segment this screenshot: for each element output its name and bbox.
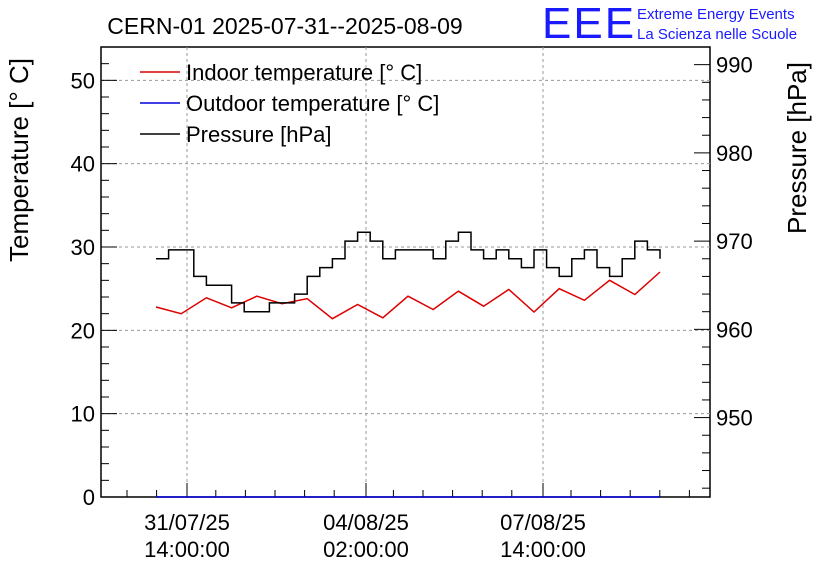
y2-axis-title: Pressure [hPa] [782, 62, 812, 234]
logo-line-1: Extreme Energy Events [637, 6, 795, 23]
x-tick-label-time: 14:00:00 [144, 537, 230, 562]
x-axis-ticks: 31/07/2514:00:0004/08/2502:00:0007/08/25… [126, 483, 690, 562]
right-axis-ticks: 950 960 970 980 990 [694, 53, 753, 489]
y2-tick-label: 980 [716, 141, 753, 166]
x-tick-label-time: 14:00:00 [500, 537, 586, 562]
series-layer [155, 231, 661, 498]
x-tick-label-date: 04/08/25 [323, 510, 409, 535]
x-tick-label-time: 02:00:00 [323, 537, 409, 562]
left-axis-ticks: 0 10 20 30 40 50 [71, 46, 117, 510]
logo-letters: EEE [542, 0, 636, 48]
y2-tick-label: 960 [716, 317, 753, 342]
x-tick-label-date: 31/07/25 [144, 510, 230, 535]
eee-logo: EEE Extreme Energy Events La Scienza nel… [542, 0, 797, 48]
legend-label-indoor: Indoor temperature [° C] [186, 60, 422, 85]
series-line-indoor-temperature [155, 271, 661, 320]
y-tick-label: 30 [71, 235, 95, 260]
series-line-pressure [156, 231, 661, 313]
chart-title: CERN-01 2025-07-31--2025-08-09 [107, 13, 462, 39]
grid [101, 47, 710, 497]
legend: Indoor temperature [° C] Outdoor tempera… [140, 60, 439, 147]
legend-label-outdoor: Outdoor temperature [° C] [186, 91, 439, 116]
y2-tick-label: 990 [716, 53, 753, 78]
y-tick-label: 10 [71, 402, 95, 427]
y-tick-label: 50 [71, 68, 95, 93]
y-tick-label: 40 [71, 152, 95, 177]
y2-tick-label: 950 [716, 406, 753, 431]
legend-label-pressure: Pressure [hPa] [186, 122, 332, 147]
y-tick-label: 0 [83, 485, 95, 510]
y-tick-label: 20 [71, 318, 95, 343]
x-tick-label-date: 07/08/25 [500, 510, 586, 535]
y2-tick-label: 970 [716, 229, 753, 254]
y-axis-title: Temperature [° C] [4, 58, 34, 262]
logo-line-2: La Scienza nelle Scuole [637, 26, 797, 43]
